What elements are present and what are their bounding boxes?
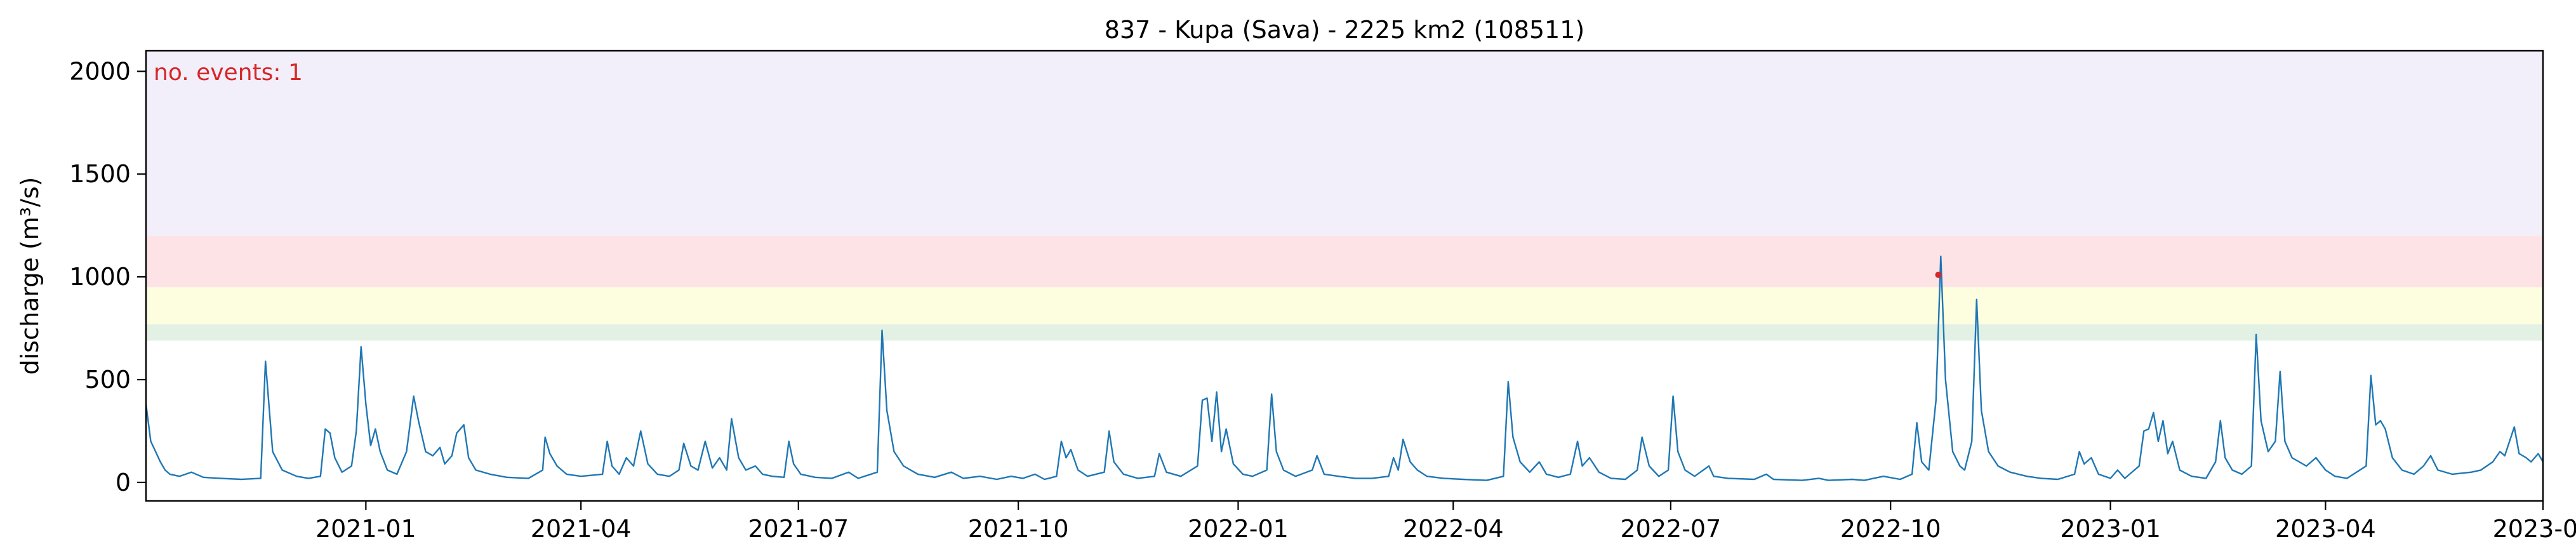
y-tick-label: 0 xyxy=(116,469,131,496)
x-tick-label: 2023-07 xyxy=(2493,515,2576,543)
x-tick-label: 2021-10 xyxy=(968,515,1069,543)
x-tick-label: 2022-07 xyxy=(1620,515,1721,543)
y-tick-label: 1500 xyxy=(69,160,131,188)
y-tick-label: 500 xyxy=(84,366,131,394)
x-axis: 2021-01 2021-04 2021-07 2021-10 2022-01 2022-… xyxy=(315,501,2576,543)
x-tick-label: 2021-07 xyxy=(748,515,849,543)
y-axis-label: discharge (m³/s) xyxy=(16,177,44,375)
axes-frame xyxy=(145,50,2544,502)
y-axis: 0 500 1000 1500 2000 xyxy=(69,57,146,496)
x-tick-label: 2021-01 xyxy=(315,515,416,543)
threshold-band xyxy=(146,236,2543,288)
x-tick-label: 2023-04 xyxy=(2275,515,2376,543)
y-tick-label: 2000 xyxy=(69,57,131,85)
event-marker xyxy=(1935,271,1942,278)
x-tick-label: 2022-04 xyxy=(1403,515,1504,543)
threshold-bands xyxy=(146,51,2543,341)
series-layer xyxy=(146,255,2543,481)
chart-title: 837 - Kupa (Sava) - 2225 km2 (108511) xyxy=(1105,16,1584,44)
x-tick-label: 2023-01 xyxy=(2060,515,2161,543)
threshold-band xyxy=(146,51,2543,236)
y-tick-label: 1000 xyxy=(69,263,131,291)
threshold-band xyxy=(146,287,2543,324)
discharge-line xyxy=(146,255,2543,481)
threshold-band xyxy=(146,324,2543,341)
x-tick-label: 2022-01 xyxy=(1188,515,1289,543)
events-layer xyxy=(1935,271,1942,278)
x-tick-label: 2022-10 xyxy=(1840,515,1941,543)
x-tick-label: 2021-04 xyxy=(531,515,632,543)
events-annotation: no. events: 1 xyxy=(154,60,303,86)
